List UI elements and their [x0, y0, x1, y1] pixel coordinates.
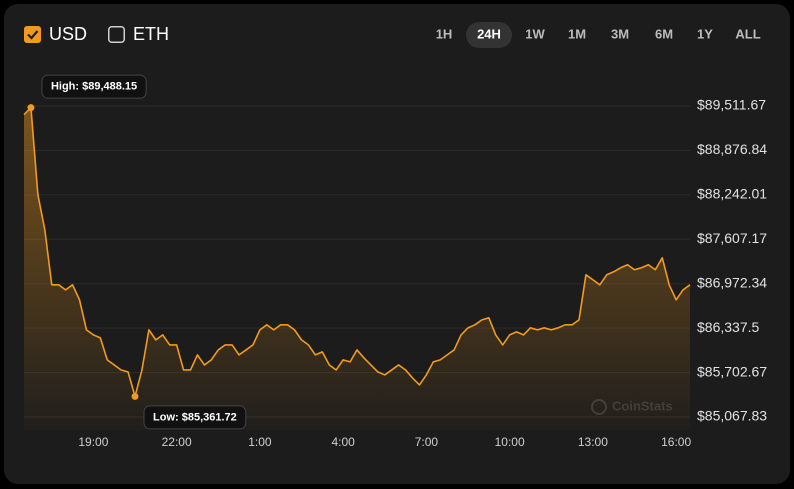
range-button[interactable]: 1H — [436, 26, 453, 41]
annotation-text: High: $89,488.15 — [51, 81, 137, 93]
y-tick-label: $85,702.67 — [697, 363, 767, 379]
range-label: 1H — [436, 26, 453, 41]
y-tick-label: $88,876.84 — [697, 141, 767, 157]
y-tick-label: $88,242.01 — [697, 186, 767, 202]
annotation: High: $89,488.15 — [41, 74, 147, 99]
checkmark — [27, 30, 39, 40]
x-tick-label: 4:00 — [331, 435, 355, 449]
currency-label: ETH — [133, 24, 169, 44]
currency-toggle[interactable]: ETH — [108, 24, 169, 44]
currency-toggle[interactable]: USD — [24, 24, 87, 44]
range-button[interactable]: 24H — [466, 22, 512, 48]
y-tick-label: $85,067.83 — [697, 408, 767, 424]
x-tick-label: 1:00 — [248, 435, 272, 449]
range-button[interactable]: ALL — [735, 26, 760, 41]
y-tick-label: $89,511.67 — [697, 97, 766, 113]
range-selected-bg — [466, 22, 512, 48]
range-label: 3M — [611, 26, 629, 41]
annotation-box — [143, 405, 247, 430]
annotation: Low: $85,361.72 — [143, 405, 247, 430]
annotation-box — [41, 74, 147, 99]
range-button[interactable]: 3M — [611, 26, 629, 41]
currency-label: USD — [49, 24, 87, 44]
range-label: 1Y — [697, 26, 713, 41]
x-tick-label: 7:00 — [415, 435, 439, 449]
range-label: ALL — [735, 26, 760, 41]
x-tick-label: 13:00 — [578, 435, 608, 449]
y-tick-label: $86,337.5 — [697, 319, 759, 335]
x-tick-label: 22:00 — [162, 435, 192, 449]
range-label: 1M — [568, 26, 586, 41]
annotation-text: Low: $85,361.72 — [153, 411, 237, 423]
range-button[interactable]: 1W — [525, 26, 545, 41]
extreme-marker — [27, 104, 35, 112]
range-button[interactable]: 6M — [655, 26, 673, 41]
range-label: 24H — [477, 26, 501, 41]
area — [24, 107, 690, 431]
x-tick-label: 19:00 — [78, 435, 108, 449]
range-label: 1W — [525, 26, 545, 41]
x-tick-label: 16:00 — [661, 435, 691, 449]
y-tick-label: $87,607.17 — [697, 230, 767, 246]
range-label: 6M — [655, 26, 673, 41]
y-tick-label: $86,972.34 — [697, 274, 767, 290]
extreme-marker — [131, 392, 139, 400]
range-button[interactable]: 1M — [568, 26, 586, 41]
range-button[interactable]: 1Y — [697, 26, 713, 41]
x-tick-label: 10:00 — [495, 435, 525, 449]
checkbox-checked — [24, 26, 41, 43]
checkbox — [108, 26, 125, 43]
